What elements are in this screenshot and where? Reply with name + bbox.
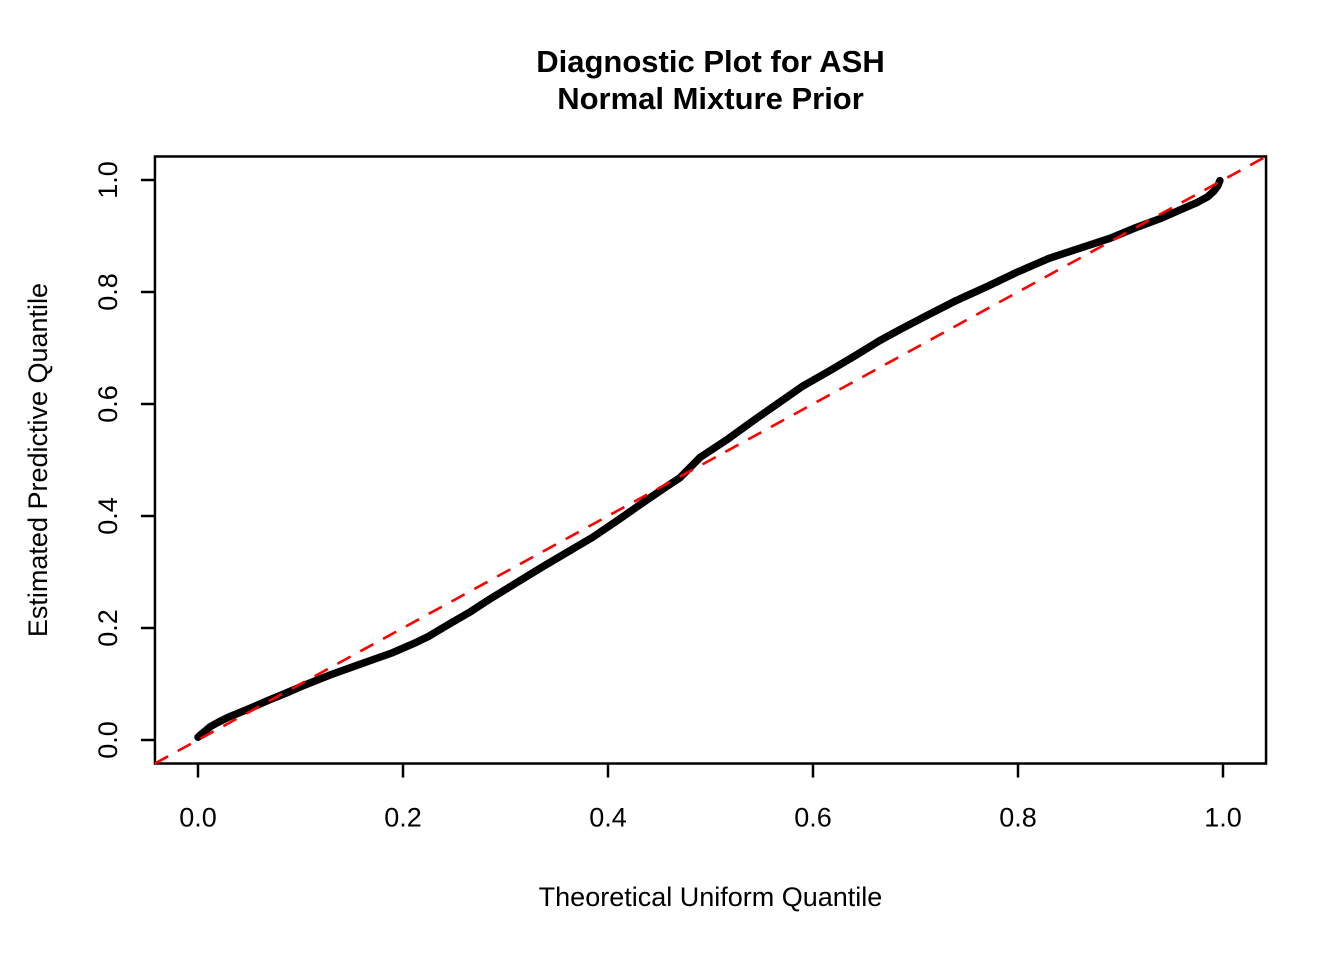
- x-tick-label: 0.2: [384, 803, 422, 833]
- x-tick-label: 0.4: [589, 803, 627, 833]
- plot-title-line2: Normal Mixture Prior: [557, 81, 864, 116]
- x-tick-label: 1.0: [1204, 803, 1242, 833]
- estimated-predictive-quantiles: [194, 176, 1224, 741]
- y-tick-label: 0.6: [93, 385, 123, 423]
- y-tick-label: 0.0: [93, 721, 123, 759]
- x-axis-label: Theoretical Uniform Quantile: [538, 882, 883, 912]
- y-tick-label: 0.2: [93, 609, 123, 647]
- x-tick-label: 0.8: [999, 803, 1037, 833]
- y-tick-label: 1.0: [93, 161, 123, 199]
- plot-title: Diagnostic Plot for ASH Normal Mixture P…: [155, 43, 1266, 117]
- x-tick-label: 0.6: [794, 803, 832, 833]
- plot-title-line1: Diagnostic Plot for ASH: [536, 44, 885, 79]
- x-tick-label: 0.0: [179, 803, 217, 833]
- plot-frame: [153, 155, 1268, 765]
- y-tick-label: 0.4: [93, 497, 123, 535]
- y-tick-label: 0.8: [93, 273, 123, 311]
- y-axis-label: Estimated Predictive Quantile: [23, 282, 53, 638]
- reference-line-y-equals-x: [154, 155, 1267, 765]
